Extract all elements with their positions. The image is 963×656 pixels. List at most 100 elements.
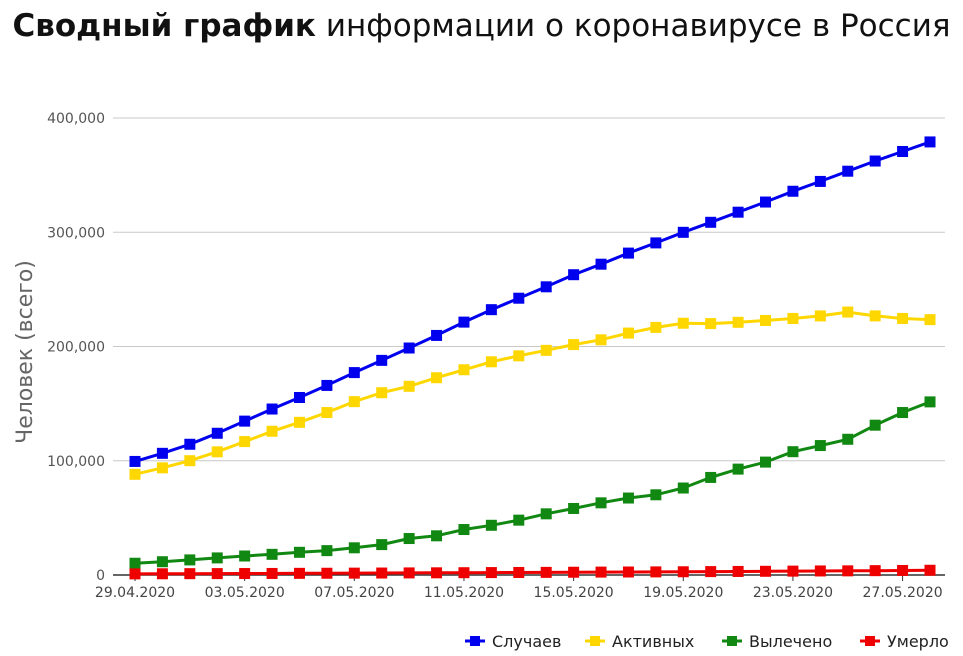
data-point [376,387,388,399]
legend-item: Активных [585,632,694,651]
data-point [732,463,744,475]
data-point [595,258,607,270]
legend-marker [590,636,600,646]
legend-label: Вылечено [749,632,832,651]
data-point [485,356,497,368]
data-point [897,312,909,324]
data-point [211,552,223,564]
x-tick-label: 23.05.2020 [753,585,833,601]
data-point [266,425,278,437]
data-point [431,567,443,579]
data-point [211,446,223,458]
data-point [814,565,826,577]
data-point [787,312,799,324]
data-point [129,468,141,480]
data-point [814,440,826,452]
series-line [134,400,931,565]
data-point [842,433,854,445]
series-Умерло [129,564,936,580]
data-point [403,533,415,545]
x-tick-label: 07.05.2020 [314,585,394,601]
data-point [211,427,223,439]
data-point [239,415,251,427]
data-point [513,566,525,578]
data-point [458,364,470,376]
data-point [321,545,333,557]
legend-marker [865,636,875,646]
data-point [513,292,525,304]
series-Активных [129,306,936,480]
data-point [568,566,580,578]
data-point [842,565,854,577]
data-point [184,568,196,580]
data-point [293,546,305,558]
data-point [924,136,936,148]
data-point [211,568,223,580]
data-point [760,196,772,208]
data-point [650,237,662,249]
data-point [431,372,443,384]
data-point [156,556,168,568]
data-point [239,436,251,448]
y-tick-label: 300,000 [47,225,105,241]
data-point [869,310,881,322]
data-point [403,380,415,392]
x-tick-label: 03.05.2020 [205,585,285,601]
data-point [458,524,470,536]
y-tick-label: 200,000 [47,340,105,356]
data-point [732,565,744,577]
data-point [485,567,497,579]
data-point [403,567,415,579]
data-point [705,318,717,330]
x-tick-label: 11.05.2020 [424,585,504,601]
data-point [705,471,717,483]
data-point [293,391,305,403]
series-group [129,136,936,580]
series-line [134,568,931,576]
data-point [431,530,443,542]
chart-title-rest: информации о коронавирусе в Россия [325,8,951,44]
series-Случаев [129,136,936,467]
data-point [897,407,909,419]
legend-item: Случаев [465,632,561,651]
data-point [897,564,909,576]
data-point [705,566,717,578]
data-point [568,502,580,514]
data-point [924,314,936,326]
data-point [376,567,388,579]
series-Вылечено [129,396,936,569]
data-point [348,367,360,379]
data-point [622,247,634,259]
data-point [677,566,689,578]
data-point [869,155,881,167]
data-point [184,438,196,450]
data-point [540,508,552,520]
data-point [705,216,717,228]
data-point [869,419,881,431]
data-point [842,165,854,177]
data-point [787,185,799,197]
data-point [760,565,772,577]
legend: Случаев Активных Вылечено Умерло [465,632,949,651]
data-point [376,539,388,551]
data-point [513,514,525,526]
y-tick-label: 100,000 [47,454,105,470]
data-point [184,455,196,467]
data-point [376,354,388,366]
data-point [458,567,470,579]
x-tick-label: 15.05.2020 [534,585,614,601]
data-point [732,316,744,328]
data-point [540,281,552,293]
data-point [622,327,634,339]
data-point [677,226,689,238]
data-point [239,550,251,562]
data-point [266,567,278,579]
data-point [156,568,168,580]
data-point [869,565,881,577]
legend-marker [470,636,480,646]
x-tick-label: 19.05.2020 [643,585,723,601]
data-point [622,492,634,504]
x-tick-label: 29.04.2020 [95,585,175,601]
legend-item: Вылечено [722,632,832,651]
